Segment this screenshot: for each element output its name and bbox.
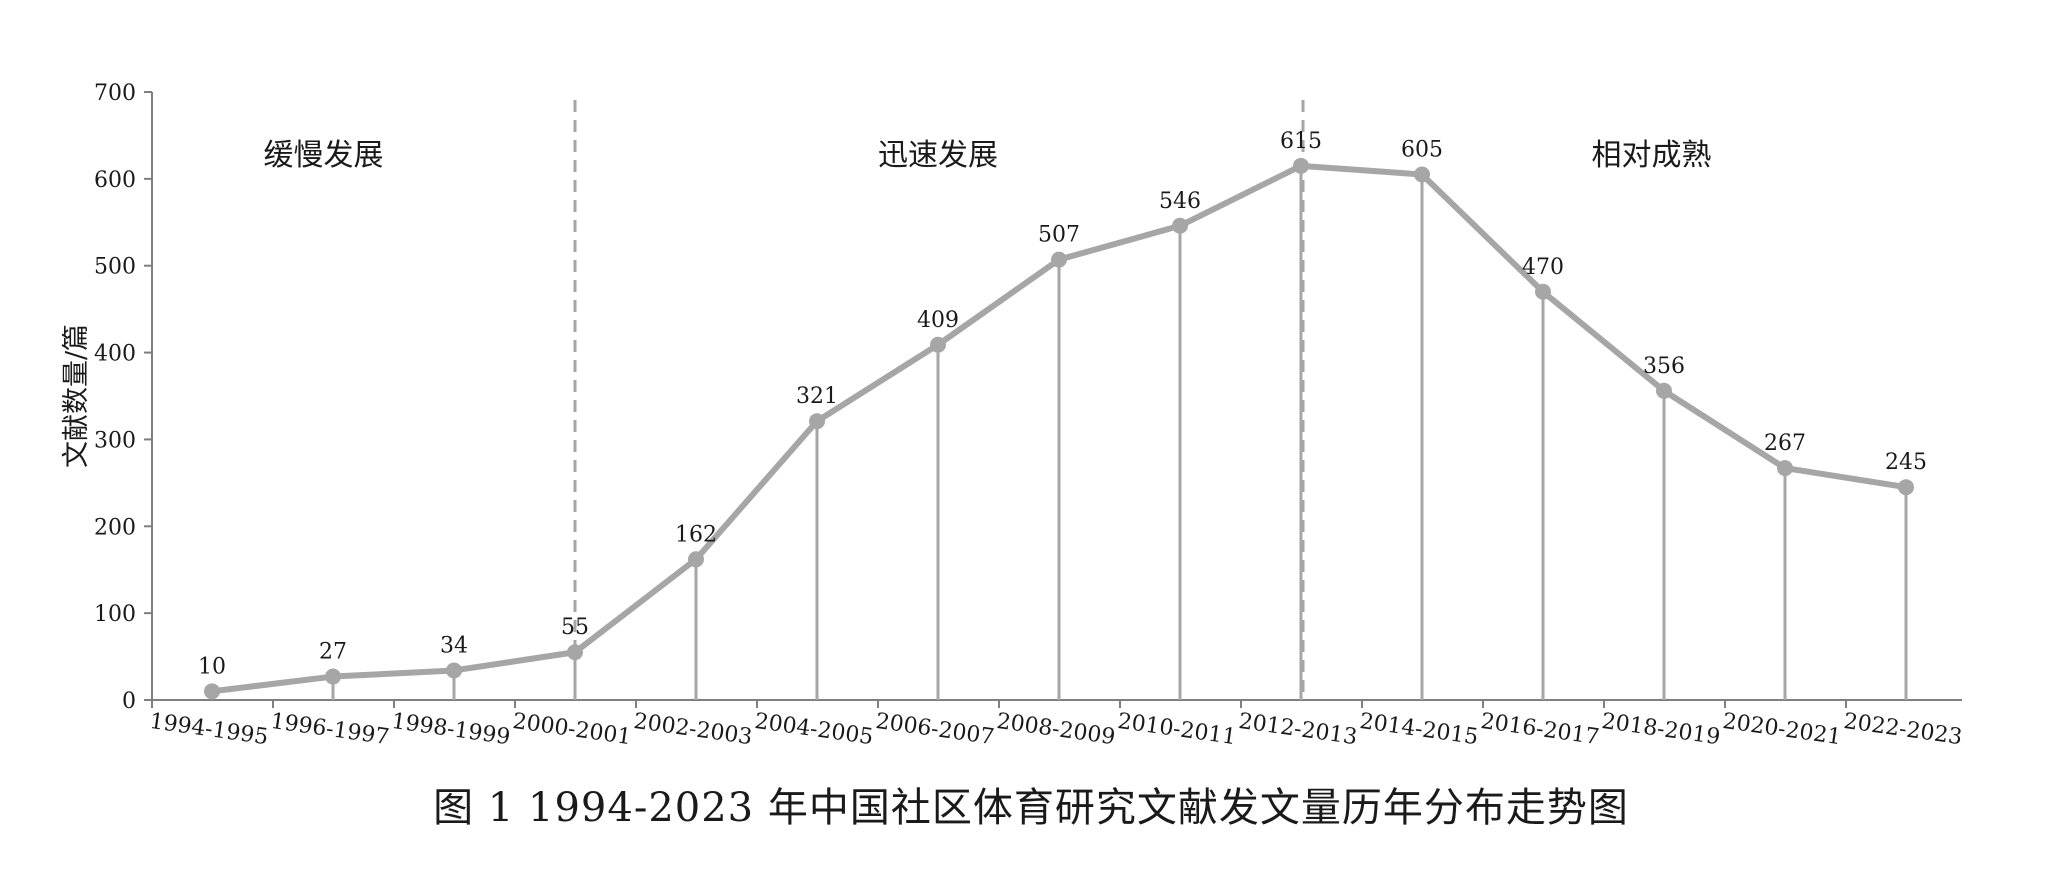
data-point [1777, 460, 1793, 477]
x-tick-label: 2018-2019 [1600, 709, 1722, 750]
data-point [446, 662, 462, 679]
y-tick-label: 500 [94, 255, 136, 280]
x-tick-label: 2016-2017 [1479, 709, 1601, 750]
data-label: 321 [796, 384, 838, 409]
series-line-group [204, 157, 1914, 700]
x-tick-label: 2006-2007 [874, 709, 996, 750]
data-labels: 10 27 34 55 162 321 409 507 546 615 605 470 356 267 24… [198, 129, 1927, 679]
data-label: 27 [319, 640, 347, 665]
x-tick-label: 2012-2013 [1237, 709, 1359, 750]
data-label: 34 [440, 633, 468, 658]
data-label: 10 [198, 654, 226, 679]
data-point [325, 668, 341, 685]
data-point [1656, 382, 1672, 399]
data-point [1051, 251, 1067, 268]
data-label: 409 [917, 308, 959, 333]
data-point [930, 336, 946, 353]
figure-caption: 图 1 1994-2023 年中国社区体育研究文献发文量历年分布走势图 [433, 785, 1629, 831]
data-label: 162 [675, 522, 717, 547]
x-tick-label: 2002-2003 [632, 709, 754, 750]
x-tick-label: 2000-2001 [511, 709, 633, 750]
data-point [688, 551, 704, 568]
x-tick-label: 2014-2015 [1358, 709, 1480, 750]
data-point [567, 644, 583, 661]
y-tick-label: 700 [94, 81, 136, 106]
data-point [204, 683, 220, 700]
data-label: 615 [1280, 129, 1322, 154]
phase-label: 迅速发展 [878, 138, 998, 173]
data-label: 356 [1643, 354, 1685, 379]
data-label: 546 [1159, 189, 1201, 214]
x-tick-label: 1998-1999 [390, 709, 512, 750]
data-label: 267 [1764, 431, 1806, 456]
data-label: 605 [1401, 138, 1443, 163]
data-label: 245 [1885, 450, 1927, 475]
trend-chart: 10 27 34 55 162 321 409 507 546 615 605 470 356 267 24… [61, 81, 1964, 750]
data-label: 55 [561, 615, 589, 640]
x-tick-label: 1996-1997 [269, 709, 391, 750]
phase-labels: 缓慢发展 迅速发展 相对成熟 [264, 138, 1712, 173]
data-label: 507 [1038, 223, 1080, 248]
drop-lines [331, 165, 1908, 700]
data-point [1172, 217, 1188, 234]
x-tick-label: 1994-1995 [148, 709, 270, 750]
x-tick-label: 2022-2023 [1842, 709, 1964, 750]
x-tick-label: 2004-2005 [753, 709, 875, 750]
chart-axes [144, 91, 1962, 708]
x-tick-label: 2010-2011 [1116, 709, 1238, 750]
y-tick-label: 400 [94, 342, 136, 367]
data-point [1293, 157, 1309, 174]
data-label: 470 [1522, 255, 1564, 280]
data-point [809, 413, 825, 430]
y-tick-label: 600 [94, 168, 136, 193]
x-tick-labels: 1994-1995 1996-1997 1998-1999 2000-2001 2002… [148, 709, 1964, 750]
data-point [1414, 166, 1430, 183]
data-point [1535, 283, 1551, 300]
phase-label: 缓慢发展 [264, 138, 384, 173]
y-tick-label: 0 [122, 689, 136, 714]
x-tick-label: 2020-2021 [1721, 709, 1843, 750]
y-tick-label: 200 [94, 515, 136, 540]
y-axis-label: 文献数量/篇 [61, 324, 92, 468]
phase-dividers [573, 100, 1305, 700]
y-tick-label: 100 [94, 602, 136, 627]
x-tick-label: 2008-2009 [995, 709, 1117, 750]
data-point [1898, 479, 1914, 496]
y-tick-label: 300 [94, 428, 136, 453]
phase-label: 相对成熟 [1592, 138, 1712, 173]
y-tick-labels: 0 100 200 300 400 500 600 700 [94, 81, 136, 714]
